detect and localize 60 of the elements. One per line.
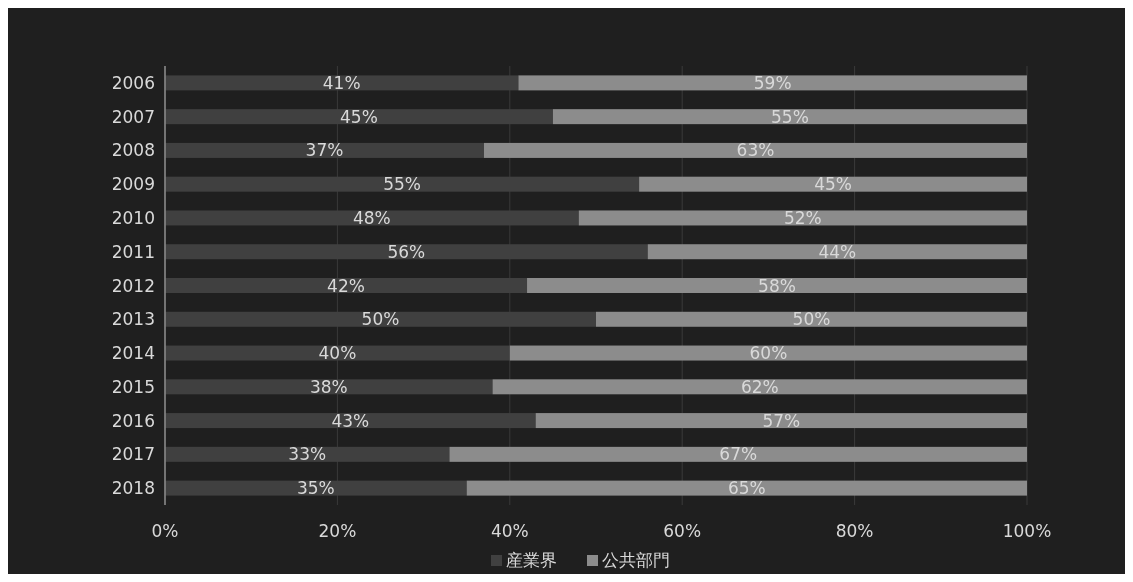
y-tick-label: 2012 (111, 275, 155, 296)
data-label: 45% (814, 174, 852, 195)
bar (449, 446, 1027, 462)
data-label: 42% (327, 275, 365, 296)
data-label: 38% (309, 376, 348, 397)
bar (509, 345, 1027, 361)
data-label: 48% (352, 207, 391, 228)
y-tick-label: 2017 (111, 444, 155, 465)
data-label: 50% (792, 309, 831, 330)
bar (596, 311, 1027, 327)
bar (492, 379, 1027, 395)
y-tick-label: 2009 (111, 174, 155, 195)
data-label: 33% (288, 444, 327, 465)
data-label: 45% (340, 106, 378, 127)
bar (518, 75, 1027, 91)
x-tick-label: 20% (318, 521, 357, 541)
data-label: 44% (818, 241, 857, 262)
legend-label: 公共部門 (602, 550, 670, 570)
data-label: 50% (361, 309, 400, 330)
x-tick-label: 80% (835, 521, 874, 541)
data-label: 41% (322, 72, 361, 93)
data-label: 52% (783, 207, 822, 228)
y-tick-label: 2015 (111, 376, 155, 397)
data-label: 63% (736, 140, 775, 161)
data-label: 43% (331, 410, 370, 431)
bar (466, 480, 1027, 496)
bar (552, 109, 1027, 125)
bar (647, 244, 1027, 260)
y-tick-label: 2007 (111, 106, 155, 127)
data-label: 62% (740, 376, 779, 397)
data-label: 55% (771, 106, 809, 127)
y-tick-label: 2006 (111, 72, 155, 93)
x-tick-label: 60% (663, 521, 702, 541)
y-tick-label: 2008 (111, 140, 155, 161)
data-label: 37% (305, 140, 344, 161)
bar (527, 278, 1027, 293)
data-label: 35% (296, 478, 335, 499)
data-label: 57% (762, 410, 801, 431)
y-tick-label: 2010 (111, 207, 155, 228)
x-tick-label: 100% (1002, 521, 1052, 541)
bar (578, 210, 1027, 226)
y-tick-label: 2011 (111, 241, 155, 262)
x-tick-label: 0% (151, 521, 179, 541)
data-label: 67% (719, 444, 758, 465)
x-tick-label: 40% (490, 521, 529, 541)
bar (535, 413, 1027, 429)
bar (483, 142, 1027, 158)
y-tick-label: 2018 (111, 478, 155, 499)
data-label: 58% (758, 275, 796, 296)
data-label: 65% (727, 478, 766, 499)
bar (639, 176, 1027, 192)
legend-label: 産業界 (506, 550, 557, 570)
data-label: 40% (318, 343, 357, 364)
y-tick-label: 2013 (111, 309, 155, 330)
data-label: 60% (749, 343, 788, 364)
data-label: 55% (383, 174, 421, 195)
data-label: 59% (753, 72, 792, 93)
y-tick-label: 2016 (111, 410, 155, 431)
data-label: 56% (387, 241, 426, 262)
y-tick-label: 2014 (111, 343, 155, 364)
